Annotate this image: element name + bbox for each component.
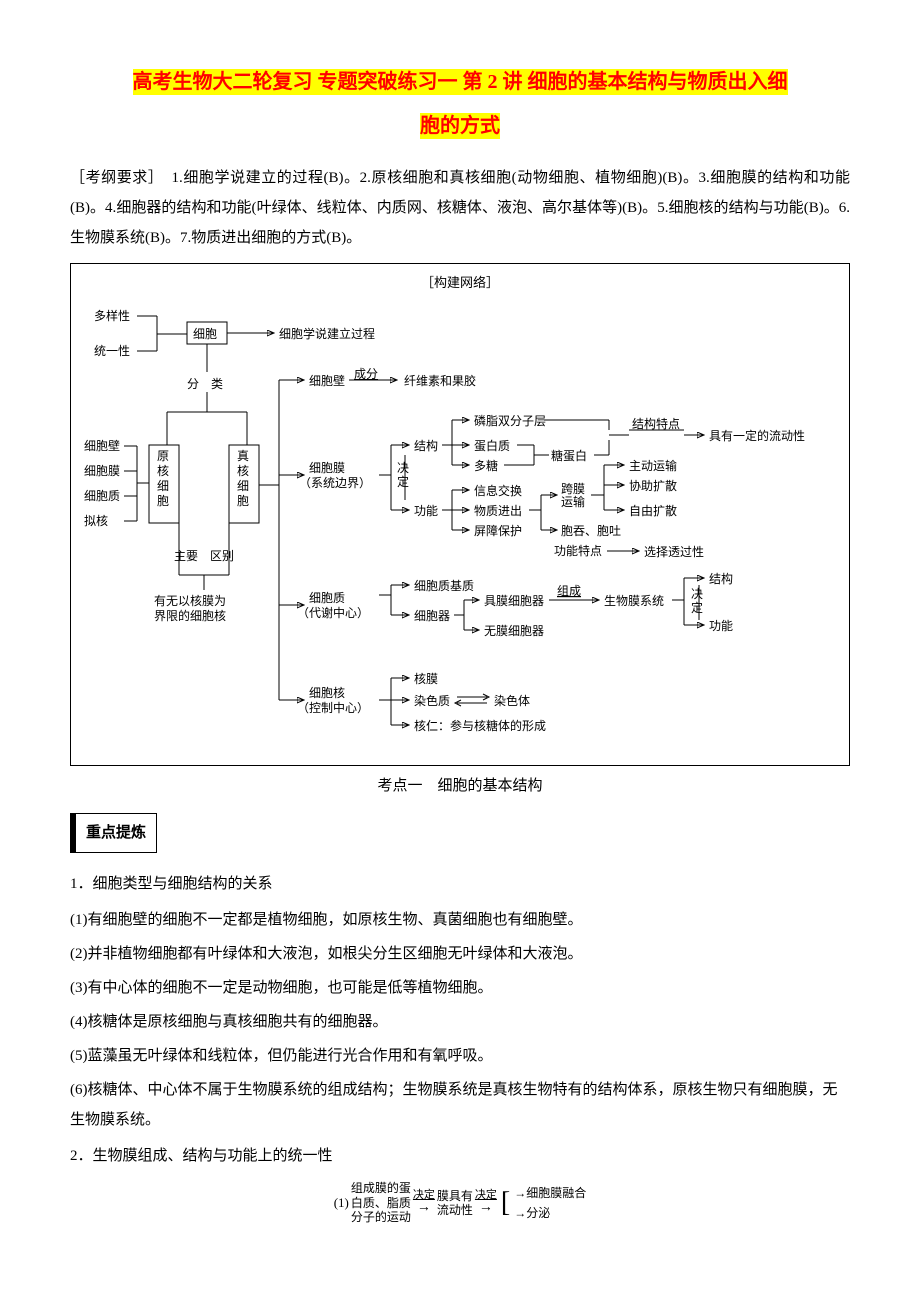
point-1-2: (2)并非植物细胞都有叶绿体和大液泡，如根尖分生区细胞无叶绿体和大液泡。 bbox=[70, 939, 850, 969]
svg-text:纤维素和果胶: 纤维素和果胶 bbox=[404, 373, 476, 388]
svg-text:结构: 结构 bbox=[414, 438, 438, 453]
svg-text:细胞核: 细胞核 bbox=[309, 686, 345, 700]
formula-c1a: 组成膜的蛋 bbox=[351, 1181, 411, 1195]
svg-text:蛋白质: 蛋白质 bbox=[474, 438, 510, 453]
formula-diagram: (1) 组成膜的蛋 白质、脂质 分子的运动 决定 → 膜具有 流动性 决定 → … bbox=[70, 1181, 850, 1224]
page-title-line2: 胞的方式 bbox=[420, 113, 500, 139]
point-1-6: (6)核糖体、中心体不属于生物膜系统的组成结构；生物膜系统是真核生物特有的结构体… bbox=[70, 1075, 850, 1135]
svg-text:细胞膜: 细胞膜 bbox=[309, 461, 345, 475]
arrow-icon: → bbox=[475, 1201, 497, 1215]
svg-text:胞: 胞 bbox=[157, 494, 169, 508]
svg-text:拟核: 拟核 bbox=[84, 514, 108, 528]
svg-text:信息交换: 信息交换 bbox=[474, 483, 522, 498]
svg-text:功能: 功能 bbox=[414, 504, 438, 518]
svg-text:结构: 结构 bbox=[709, 571, 733, 586]
svg-text:细胞壁: 细胞壁 bbox=[84, 438, 120, 453]
svg-text:多样性: 多样性 bbox=[94, 308, 130, 323]
svg-text:组成: 组成 bbox=[557, 584, 581, 598]
arrow-icon: → bbox=[413, 1201, 435, 1215]
svg-text:运输: 运输 bbox=[561, 494, 585, 509]
concept-flowchart: 多样性 统一性 细胞 细胞学说建立过程 分 类 细胞壁 细胞膜 细胞质 拟核 原… bbox=[79, 300, 839, 750]
svg-text:细胞学说建立过程: 细胞学说建立过程 bbox=[279, 326, 375, 341]
svg-text:糖蛋白: 糖蛋白 bbox=[551, 448, 587, 463]
svg-text:（代谢中心）: （代谢中心） bbox=[297, 605, 369, 620]
formula-c2a: 膜具有 bbox=[437, 1189, 473, 1203]
key-points-label: 重点提炼 bbox=[70, 813, 850, 863]
arrow-icon: → bbox=[514, 1206, 526, 1220]
svg-text:真: 真 bbox=[237, 449, 249, 463]
svg-text:胞: 胞 bbox=[237, 494, 249, 508]
svg-text:细胞质基质: 细胞质基质 bbox=[414, 579, 474, 593]
svg-text:决: 决 bbox=[397, 461, 409, 475]
svg-text:成分: 成分 bbox=[354, 367, 378, 381]
svg-text:核仁：参与核糖体的形成: 核仁：参与核糖体的形成 bbox=[414, 718, 546, 733]
svg-text:定: 定 bbox=[691, 600, 703, 615]
svg-text:选择透过性: 选择透过性 bbox=[644, 545, 704, 559]
svg-text:自由扩散: 自由扩散 bbox=[629, 503, 677, 518]
svg-text:磷脂双分子层: 磷脂双分子层 bbox=[474, 413, 546, 428]
formula-r2: 分泌 bbox=[526, 1206, 550, 1220]
svg-text:染色质: 染色质 bbox=[414, 693, 450, 708]
svg-text:主动运输: 主动运输 bbox=[629, 458, 677, 473]
svg-text:细: 细 bbox=[237, 479, 249, 493]
page-title-line1: 高考生物大二轮复习 专题突破练习一 第 2 讲 细胞的基本结构与物质出入细 bbox=[133, 69, 788, 95]
svg-text:屏障保护: 屏障保护 bbox=[474, 523, 522, 538]
arrow-icon: → bbox=[514, 1186, 526, 1200]
heading-2: 2．生物膜组成、结构与功能上的统一性 bbox=[70, 1141, 850, 1171]
svg-text:细胞质: 细胞质 bbox=[84, 489, 120, 503]
svg-text:具有一定的流动性: 具有一定的流动性 bbox=[709, 428, 805, 443]
formula-c1b: 白质、脂质 bbox=[351, 1196, 411, 1210]
svg-text:染色体: 染色体 bbox=[494, 693, 530, 708]
section-heading-kp1: 考点一 细胞的基本结构 bbox=[70, 771, 850, 801]
point-1-1: (1)有细胞壁的细胞不一定都是植物细胞，如原核生物、真菌细胞也有细胞壁。 bbox=[70, 905, 850, 935]
svg-text:功能: 功能 bbox=[709, 619, 733, 633]
point-1-5: (5)蓝藻虽无叶绿体和线粒体，但仍能进行光合作用和有氧呼吸。 bbox=[70, 1041, 850, 1071]
svg-text:协助扩散: 协助扩散 bbox=[629, 478, 677, 493]
svg-text:物质进出: 物质进出 bbox=[474, 504, 522, 518]
svg-text:细胞器: 细胞器 bbox=[414, 609, 450, 623]
formula-c2b: 流动性 bbox=[437, 1203, 473, 1217]
svg-text:（控制中心）: （控制中心） bbox=[297, 700, 369, 715]
svg-text:核: 核 bbox=[157, 464, 169, 478]
svg-text:核: 核 bbox=[237, 464, 249, 478]
formula-c1c: 分子的运动 bbox=[351, 1210, 411, 1224]
svg-text:跨膜: 跨膜 bbox=[561, 482, 585, 496]
formula-lead: (1) bbox=[334, 1190, 349, 1216]
svg-text:细胞质: 细胞质 bbox=[309, 591, 345, 605]
svg-text:生物膜系统: 生物膜系统 bbox=[604, 594, 664, 608]
svg-text:细胞壁: 细胞壁 bbox=[309, 373, 345, 388]
svg-text:有无以核膜为: 有无以核膜为 bbox=[154, 594, 226, 608]
svg-text:（系统边界）: （系统边界） bbox=[299, 476, 371, 490]
svg-text:主要 区别: 主要 区别 bbox=[174, 549, 234, 563]
point-1-3: (3)有中心体的细胞不一定是动物细胞，也可能是低等植物细胞。 bbox=[70, 973, 850, 1003]
svg-text:定: 定 bbox=[397, 474, 409, 489]
bracket-icon: [ bbox=[501, 1189, 510, 1217]
svg-text:分 类: 分 类 bbox=[187, 377, 223, 391]
svg-text:界限的细胞核: 界限的细胞核 bbox=[154, 608, 226, 623]
svg-text:细: 细 bbox=[157, 479, 169, 493]
formula-r1: 细胞膜融合 bbox=[526, 1186, 586, 1200]
diagram-title: ［构建网络］ bbox=[79, 274, 841, 292]
svg-text:决: 决 bbox=[691, 587, 703, 601]
heading-1: 1．细胞类型与细胞结构的关系 bbox=[70, 869, 850, 899]
network-diagram-container: ［构建网络］ 多样性 统一性 细胞 细胞学说建立过程 分 类 细胞壁 细胞膜 细… bbox=[70, 263, 850, 766]
svg-text:核膜: 核膜 bbox=[414, 672, 438, 686]
svg-text:细胞膜: 细胞膜 bbox=[84, 464, 120, 478]
svg-text:具膜细胞器: 具膜细胞器 bbox=[484, 594, 544, 608]
svg-text:结构特点: 结构特点 bbox=[632, 416, 680, 431]
svg-text:原: 原 bbox=[157, 449, 169, 463]
svg-text:无膜细胞器: 无膜细胞器 bbox=[484, 624, 544, 638]
svg-text:多糖: 多糖 bbox=[474, 458, 498, 473]
svg-text:统一性: 统一性 bbox=[94, 344, 130, 358]
svg-text:细胞: 细胞 bbox=[193, 327, 217, 341]
svg-text:功能特点: 功能特点 bbox=[554, 543, 602, 558]
point-1-4: (4)核糖体是原核细胞与真核细胞共有的细胞器。 bbox=[70, 1007, 850, 1037]
exam-requirements: ［考纲要求］ 1.细胞学说建立的过程(B)。2.原核细胞和真核细胞(动物细胞、植… bbox=[70, 163, 850, 253]
svg-text:胞吞、胞吐: 胞吞、胞吐 bbox=[561, 524, 621, 538]
